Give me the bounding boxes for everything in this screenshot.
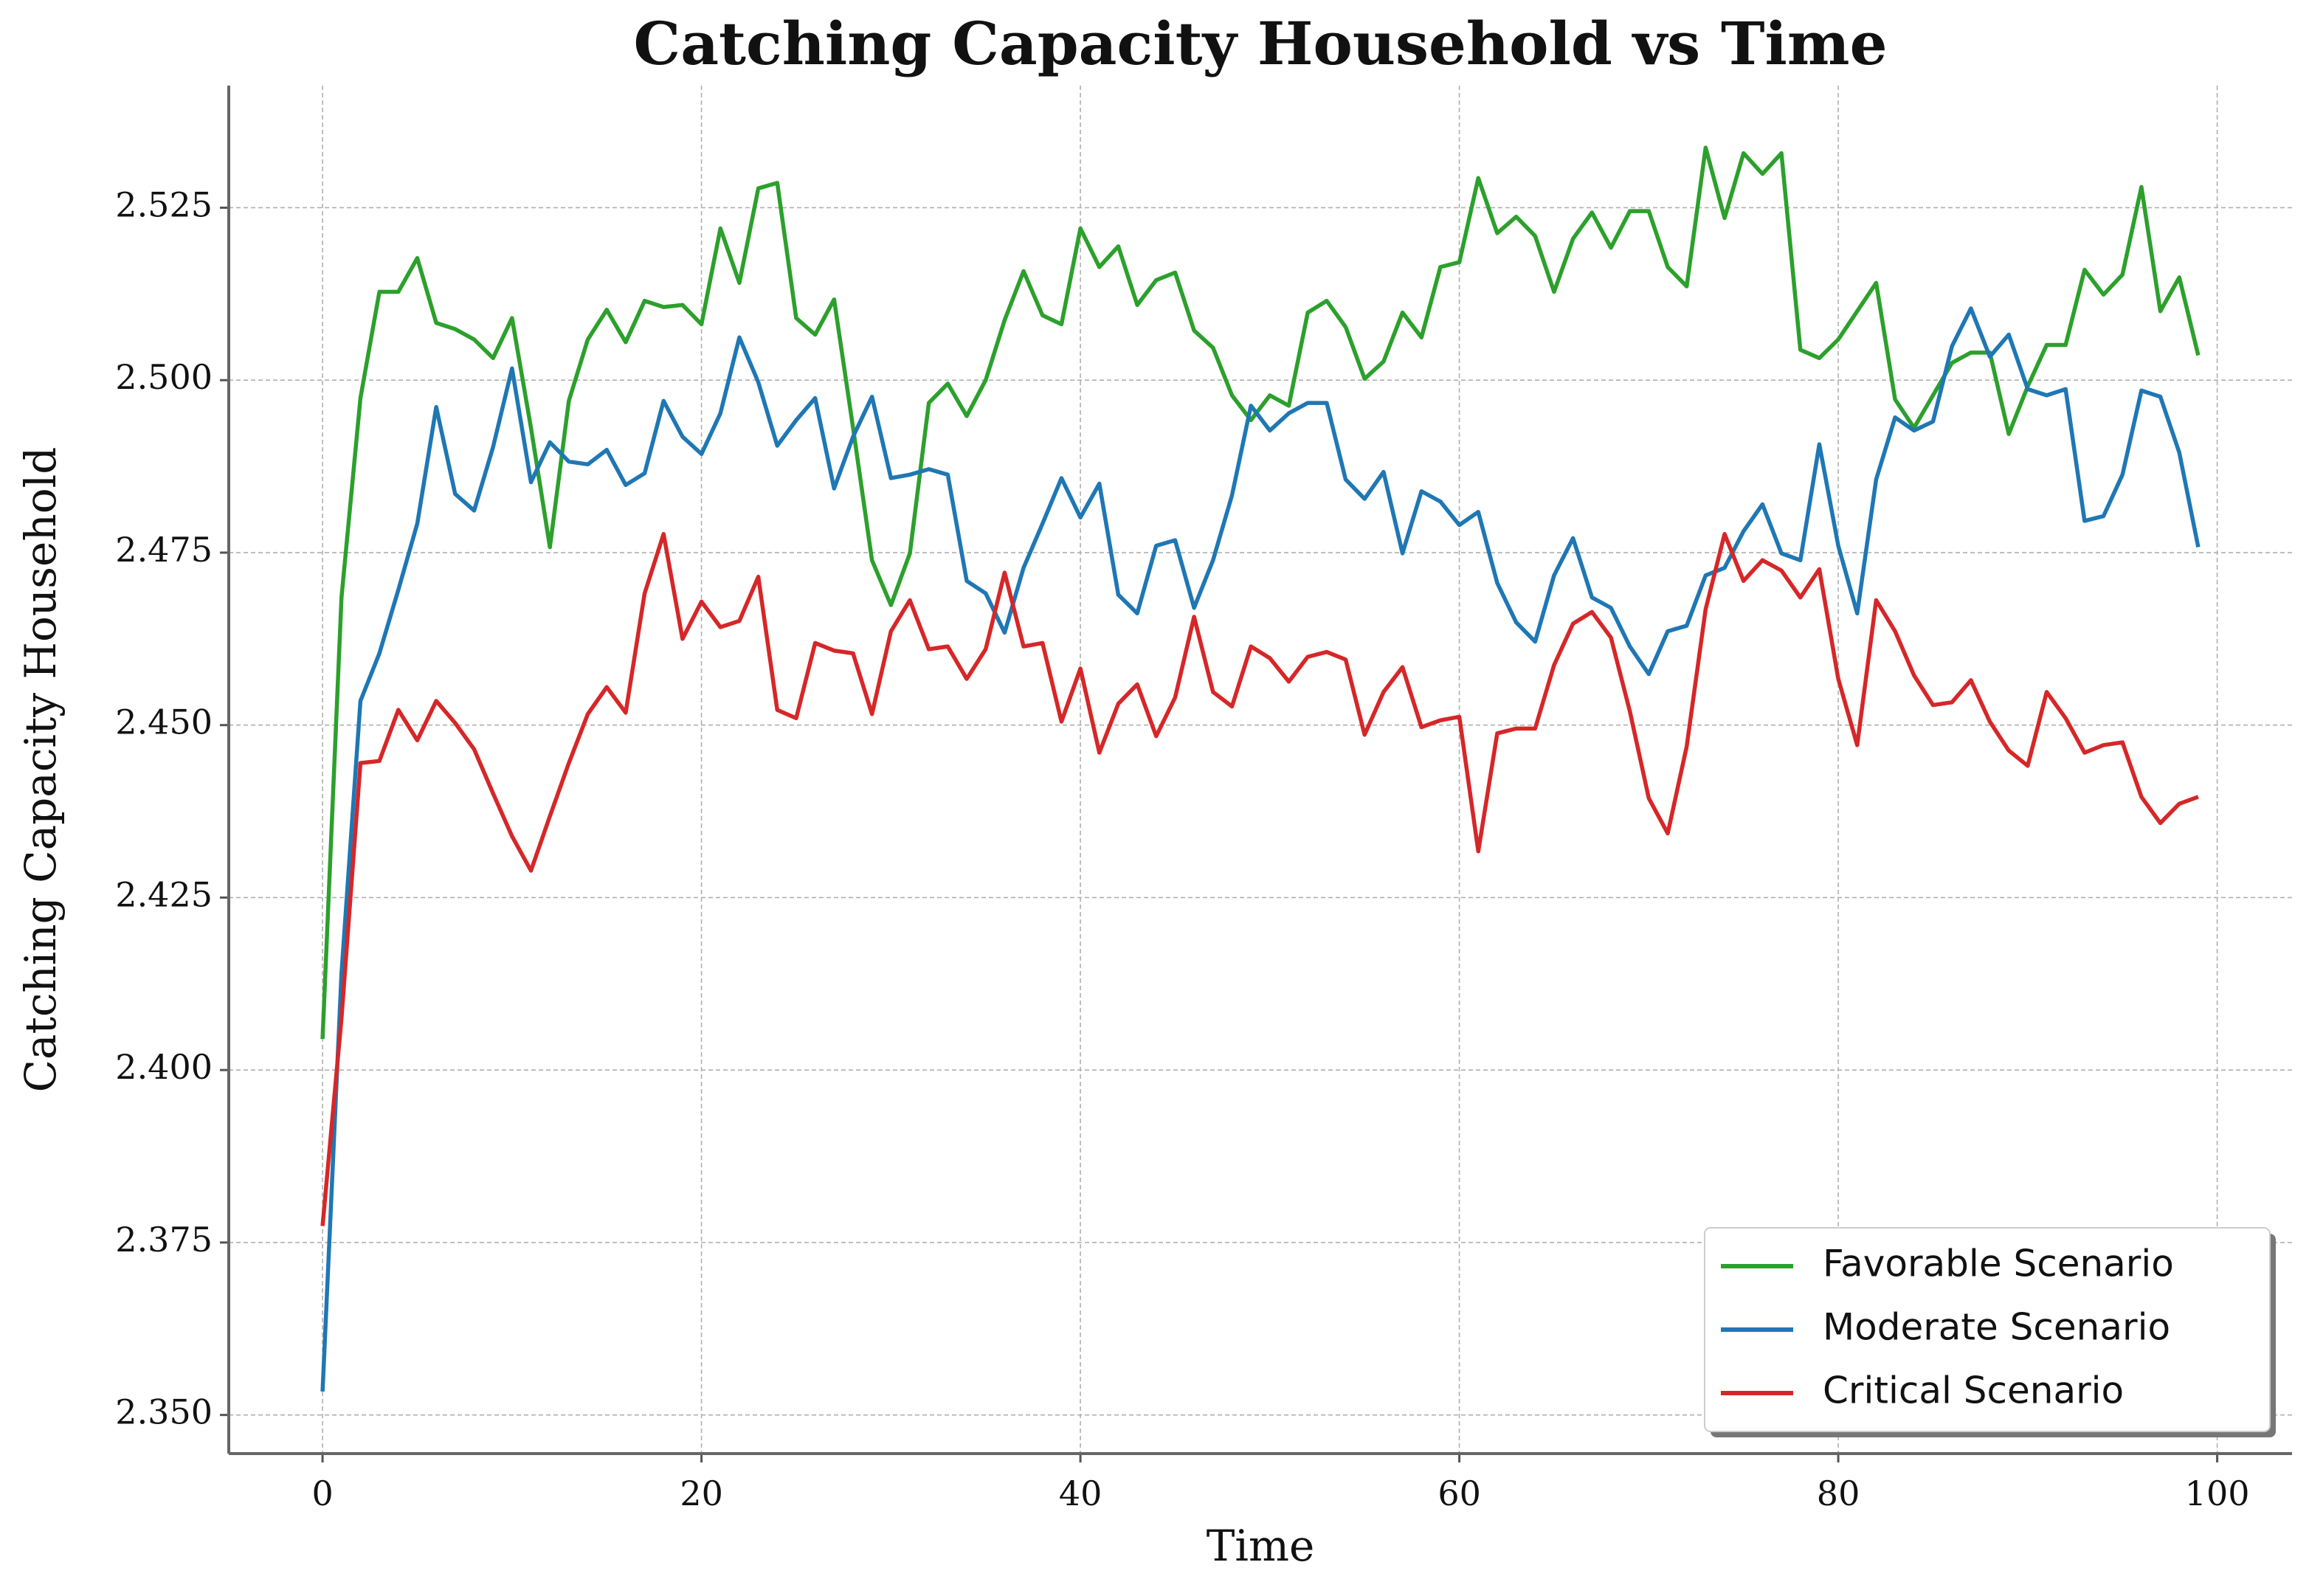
x-tick-label: 60 [1437,1474,1481,1513]
y-tick-label: 2.400 [115,1047,213,1087]
x-tick-label: 80 [1817,1474,1860,1513]
y-tick-label: 2.375 [115,1220,213,1260]
x-tick-label: 100 [2185,1474,2250,1513]
y-tick-label: 2.450 [115,702,213,742]
y-tick-label: 2.500 [115,357,213,397]
y-tick-label: 2.525 [115,184,213,224]
x-axis-label: Time [1207,1521,1315,1571]
legend-box [1704,1227,2271,1432]
legend-label: Critical Scenario [1823,1369,2124,1412]
y-tick-label: 2.475 [115,530,213,570]
chart-title: Catching Capacity Household vs Time [634,9,1888,78]
y-tick-label: 2.350 [115,1392,213,1432]
x-tick-label: 20 [680,1474,723,1513]
legend-label: Favorable Scenario [1823,1243,2174,1285]
legend-label: Moderate Scenario [1823,1306,2170,1349]
x-tick-label: 40 [1059,1474,1102,1513]
y-tick-label: 2.425 [115,874,213,914]
y-axis-label: Catching Capacity Household [15,447,66,1093]
series-line [320,531,2199,1226]
x-tick-label: 0 [311,1474,333,1513]
series-line [320,145,2201,1040]
series-line [320,306,2201,1392]
